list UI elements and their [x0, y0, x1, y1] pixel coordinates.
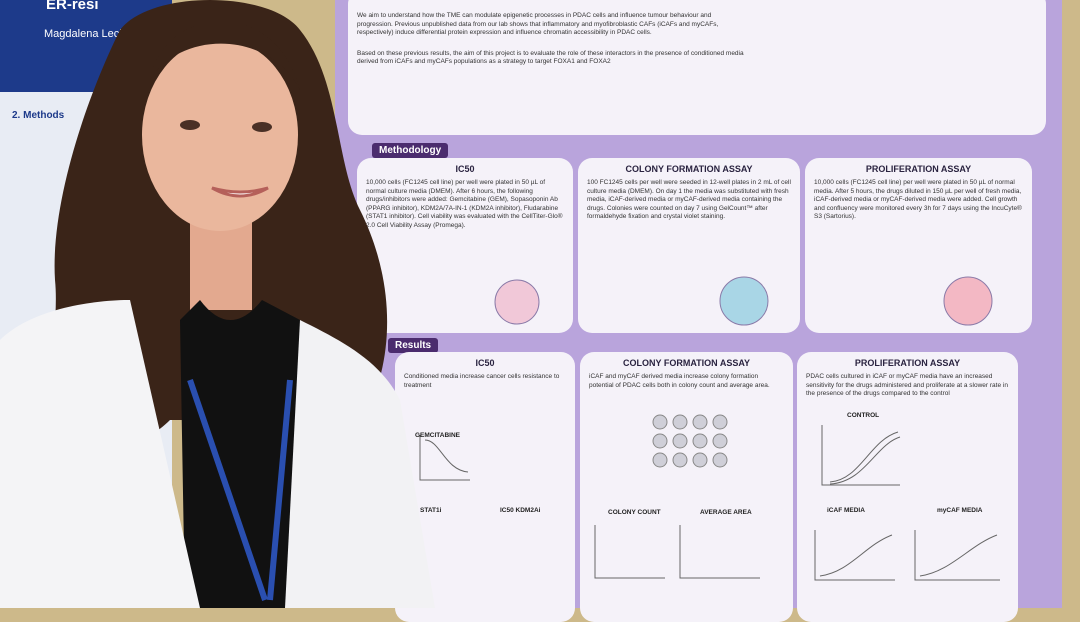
growth-curve: [821, 425, 901, 486]
ic50-curve: [419, 435, 470, 481]
panel-text: 10,000 cells (FC1245 cell line) per well…: [366, 179, 563, 229]
figure-label: IC50 KDM2Ai: [500, 507, 541, 514]
blazer-right: [285, 320, 435, 608]
well: [692, 452, 708, 468]
panel-title: PROLIFERATION ASSAY: [854, 358, 961, 368]
well: [692, 433, 708, 449]
result-panel: PROLIFERATION ASSAY PDAC cells cultured …: [797, 352, 1018, 622]
well: [672, 452, 688, 468]
intro-text: We aim to understand how the TME can mod…: [357, 12, 719, 36]
intro-box: We aim to understand how the TME can mod…: [348, 0, 1046, 135]
lanyard: [187, 379, 293, 601]
panel-title: IC50: [455, 164, 475, 174]
panel-title: COLONY FORMATION ASSAY: [625, 164, 753, 174]
photo-layer: [0, 0, 1000, 608]
well: [672, 433, 688, 449]
colony-grid: [652, 414, 728, 468]
growth-curve: [914, 530, 1000, 581]
figure-label: STAT1i: [420, 507, 442, 514]
panel-title: COLONY FORMATION ASSAY: [622, 358, 750, 368]
figure-label: COLONY COUNT: [608, 509, 661, 516]
well: [692, 414, 708, 430]
face: [142, 39, 298, 231]
figure-label: AVERAGE AREA: [700, 509, 752, 516]
section-tag: Methodology: [372, 143, 449, 158]
result-panel: COLONY FORMATION ASSAY iCAF and myCAF de…: [580, 352, 793, 622]
smile: [211, 186, 269, 198]
left-poster-section: 2. Methods: [12, 110, 65, 121]
top: [180, 300, 300, 608]
well: [712, 414, 728, 430]
figure-label: GEMCITABINE: [415, 432, 461, 439]
well: [712, 452, 728, 468]
hair-top: [150, 21, 300, 90]
panel-text: PDAC cells cultured in iCAF or myCAF med…: [806, 373, 1008, 397]
well: [712, 433, 728, 449]
method-panel: IC50 10,000 cells (FC1245 cell line) per…: [357, 158, 573, 333]
figure-label: CONTROL: [847, 412, 880, 419]
panel-text: iCAF and myCAF derived media increase co…: [589, 373, 770, 389]
eye: [180, 120, 200, 130]
icon: [494, 279, 540, 325]
poster-figures: [419, 276, 1000, 581]
icon: [943, 276, 993, 326]
left-poster-title: ER-resi: [46, 0, 99, 13]
bar-axis: [594, 525, 760, 579]
well: [652, 433, 668, 449]
person: [0, 0, 435, 608]
panel-title: PROLIFERATION ASSAY: [865, 164, 972, 174]
blazer-left: [0, 300, 200, 608]
method-panel: PROLIFERATION ASSAY 10,000 cells (FC1245…: [805, 158, 1032, 333]
panel-text: 10,000 cells (FC1245 cell line) per well…: [814, 179, 1022, 220]
well: [652, 452, 668, 468]
aim-text: Based on these previous results, the aim…: [357, 49, 744, 66]
figure-label: iCAF MEDIA: [827, 507, 865, 514]
panel-title: IC50: [475, 358, 495, 368]
growth-curve: [814, 530, 895, 581]
well: [652, 414, 668, 430]
section-tag: Results: [388, 338, 439, 353]
figure-label: myCAF MEDIA: [937, 507, 983, 514]
panel-text: Conditioned media increase cancer cells …: [404, 373, 560, 389]
well: [672, 414, 688, 430]
eye: [252, 122, 272, 132]
panel-text: 100 FC1245 cells per well were seeded in…: [587, 179, 791, 220]
icon: [719, 276, 769, 326]
